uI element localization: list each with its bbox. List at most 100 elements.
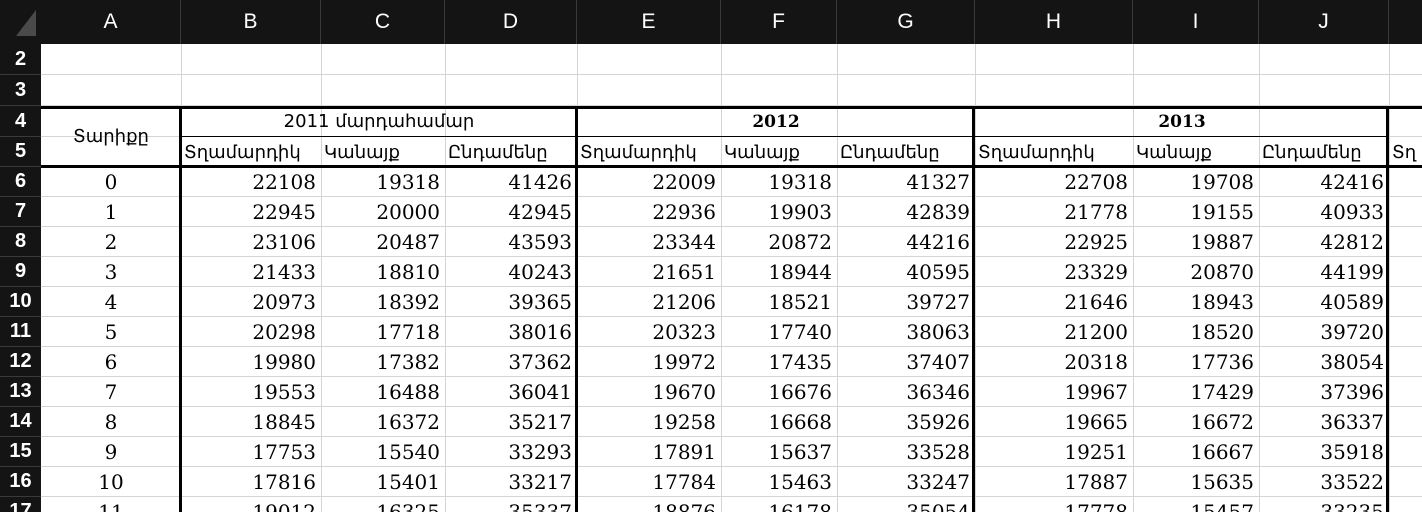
data-cell[interactable]: 22945 xyxy=(252,200,316,224)
data-cell[interactable]: 20000 xyxy=(376,200,440,224)
data-cell[interactable]: 16667 xyxy=(1190,440,1254,464)
row-header-13[interactable]: 13 xyxy=(0,377,41,407)
data-cell[interactable]: 36041 xyxy=(508,380,572,404)
data-cell[interactable]: 18810 xyxy=(376,260,440,284)
data-cell[interactable]: 17435 xyxy=(768,350,832,374)
data-cell[interactable]: 17778 xyxy=(1064,500,1128,512)
data-cell[interactable]: 18943 xyxy=(1190,290,1254,314)
data-cell[interactable]: 15635 xyxy=(1190,470,1254,494)
data-cell[interactable]: 20318 xyxy=(1064,350,1128,374)
data-cell[interactable]: 19670 xyxy=(652,380,716,404)
column-header-b[interactable]: B xyxy=(181,0,321,44)
data-cell[interactable]: 19012 xyxy=(252,500,316,512)
data-cell[interactable]: 42945 xyxy=(508,200,572,224)
age-cell[interactable]: 11 xyxy=(98,500,124,512)
column-header-e[interactable]: E xyxy=(577,0,721,44)
data-cell[interactable]: 22936 xyxy=(652,200,716,224)
row-header-12[interactable]: 12 xyxy=(0,347,41,377)
data-cell[interactable]: 39365 xyxy=(508,290,572,314)
row-header-3[interactable]: 3 xyxy=(0,75,41,106)
column-header-d[interactable]: D xyxy=(445,0,577,44)
column-header-c[interactable]: C xyxy=(321,0,445,44)
data-cell[interactable]: 15463 xyxy=(768,470,832,494)
data-cell[interactable]: 15540 xyxy=(376,440,440,464)
data-cell[interactable]: 18845 xyxy=(252,410,316,434)
row-header-15[interactable]: 15 xyxy=(0,437,41,467)
data-cell[interactable]: 19258 xyxy=(652,410,716,434)
data-cell[interactable]: 16668 xyxy=(768,410,832,434)
row-header-11[interactable]: 11 xyxy=(0,317,41,347)
data-cell[interactable]: 22009 xyxy=(652,170,716,194)
data-cell[interactable]: 19980 xyxy=(252,350,316,374)
data-cell[interactable]: 21200 xyxy=(1064,320,1128,344)
data-cell[interactable]: 19708 xyxy=(1190,170,1254,194)
data-cell[interactable]: 16488 xyxy=(376,380,440,404)
column-header-i[interactable]: I xyxy=(1133,0,1259,44)
age-cell[interactable]: 8 xyxy=(104,410,118,434)
group-header-2013[interactable]: 2013 xyxy=(1158,111,1206,132)
select-all-corner[interactable] xyxy=(0,0,41,44)
data-cell[interactable]: 35926 xyxy=(906,410,970,434)
data-cell[interactable]: 17718 xyxy=(376,320,440,344)
data-cell[interactable]: 42839 xyxy=(906,200,970,224)
data-cell[interactable]: 16676 xyxy=(768,380,832,404)
data-cell[interactable]: 19887 xyxy=(1190,230,1254,254)
group-header-2012[interactable]: 2012 xyxy=(752,111,800,132)
subheader-col-k-partial[interactable]: Տղ xyxy=(1392,141,1417,163)
data-cell[interactable]: 19972 xyxy=(652,350,716,374)
data-cell[interactable]: 33528 xyxy=(906,440,970,464)
data-cell[interactable]: 37396 xyxy=(1320,380,1384,404)
data-cell[interactable]: 20870 xyxy=(1190,260,1254,284)
data-cell[interactable]: 17429 xyxy=(1190,380,1254,404)
data-cell[interactable]: 19903 xyxy=(768,200,832,224)
subheader-col-h[interactable]: Տղամարդիկ xyxy=(978,141,1095,163)
data-cell[interactable]: 42416 xyxy=(1320,170,1384,194)
column-header-a[interactable]: A xyxy=(41,0,181,44)
age-cell[interactable]: 7 xyxy=(104,380,118,404)
data-cell[interactable]: 19967 xyxy=(1064,380,1128,404)
data-cell[interactable]: 44199 xyxy=(1320,260,1384,284)
age-cell[interactable]: 3 xyxy=(104,260,118,284)
age-cell[interactable]: 9 xyxy=(104,440,118,464)
data-cell[interactable]: 33247 xyxy=(906,470,970,494)
data-cell[interactable]: 20323 xyxy=(652,320,716,344)
data-cell[interactable]: 20973 xyxy=(252,290,316,314)
data-cell[interactable]: 19251 xyxy=(1064,440,1128,464)
group-header-2011[interactable]: 2011 մարդահամար xyxy=(283,111,475,132)
subheader-col-g[interactable]: Ընդամենը xyxy=(840,141,940,163)
data-cell[interactable]: 35217 xyxy=(508,410,572,434)
data-cell[interactable]: 21433 xyxy=(252,260,316,284)
data-cell[interactable]: 19155 xyxy=(1190,200,1254,224)
row-header-14[interactable]: 14 xyxy=(0,407,41,437)
data-cell[interactable]: 41327 xyxy=(906,170,970,194)
age-cell[interactable]: 1 xyxy=(104,200,118,224)
row-header-9[interactable]: 9 xyxy=(0,257,41,287)
data-cell[interactable]: 38054 xyxy=(1320,350,1384,374)
data-cell[interactable]: 17891 xyxy=(652,440,716,464)
data-cell[interactable]: 40589 xyxy=(1320,290,1384,314)
data-cell[interactable]: 18944 xyxy=(768,260,832,284)
data-cell[interactable]: 33235 xyxy=(1320,500,1384,512)
data-cell[interactable]: 37407 xyxy=(906,350,970,374)
row-header-2[interactable]: 2 xyxy=(0,44,41,75)
subheader-col-b[interactable]: Տղամարդիկ xyxy=(184,141,301,163)
data-cell[interactable]: 37362 xyxy=(508,350,572,374)
data-cell[interactable]: 17753 xyxy=(252,440,316,464)
row-header-6[interactable]: 6 xyxy=(0,167,41,197)
row-header-8[interactable]: 8 xyxy=(0,227,41,257)
data-cell[interactable]: 22708 xyxy=(1064,170,1128,194)
data-cell[interactable]: 17740 xyxy=(768,320,832,344)
data-cell[interactable]: 21206 xyxy=(652,290,716,314)
data-cell[interactable]: 19318 xyxy=(768,170,832,194)
data-cell[interactable]: 20298 xyxy=(252,320,316,344)
data-cell[interactable]: 41426 xyxy=(508,170,572,194)
data-cell[interactable]: 40243 xyxy=(508,260,572,284)
row-header-17[interactable]: 17 xyxy=(0,497,41,512)
age-cell[interactable]: 5 xyxy=(104,320,118,344)
data-cell[interactable]: 18521 xyxy=(768,290,832,314)
subheader-col-i[interactable]: Կանայք xyxy=(1136,141,1212,163)
age-cell[interactable]: 10 xyxy=(98,470,124,494)
years-header[interactable]: Տարիքը xyxy=(73,126,149,147)
data-cell[interactable]: 22108 xyxy=(252,170,316,194)
